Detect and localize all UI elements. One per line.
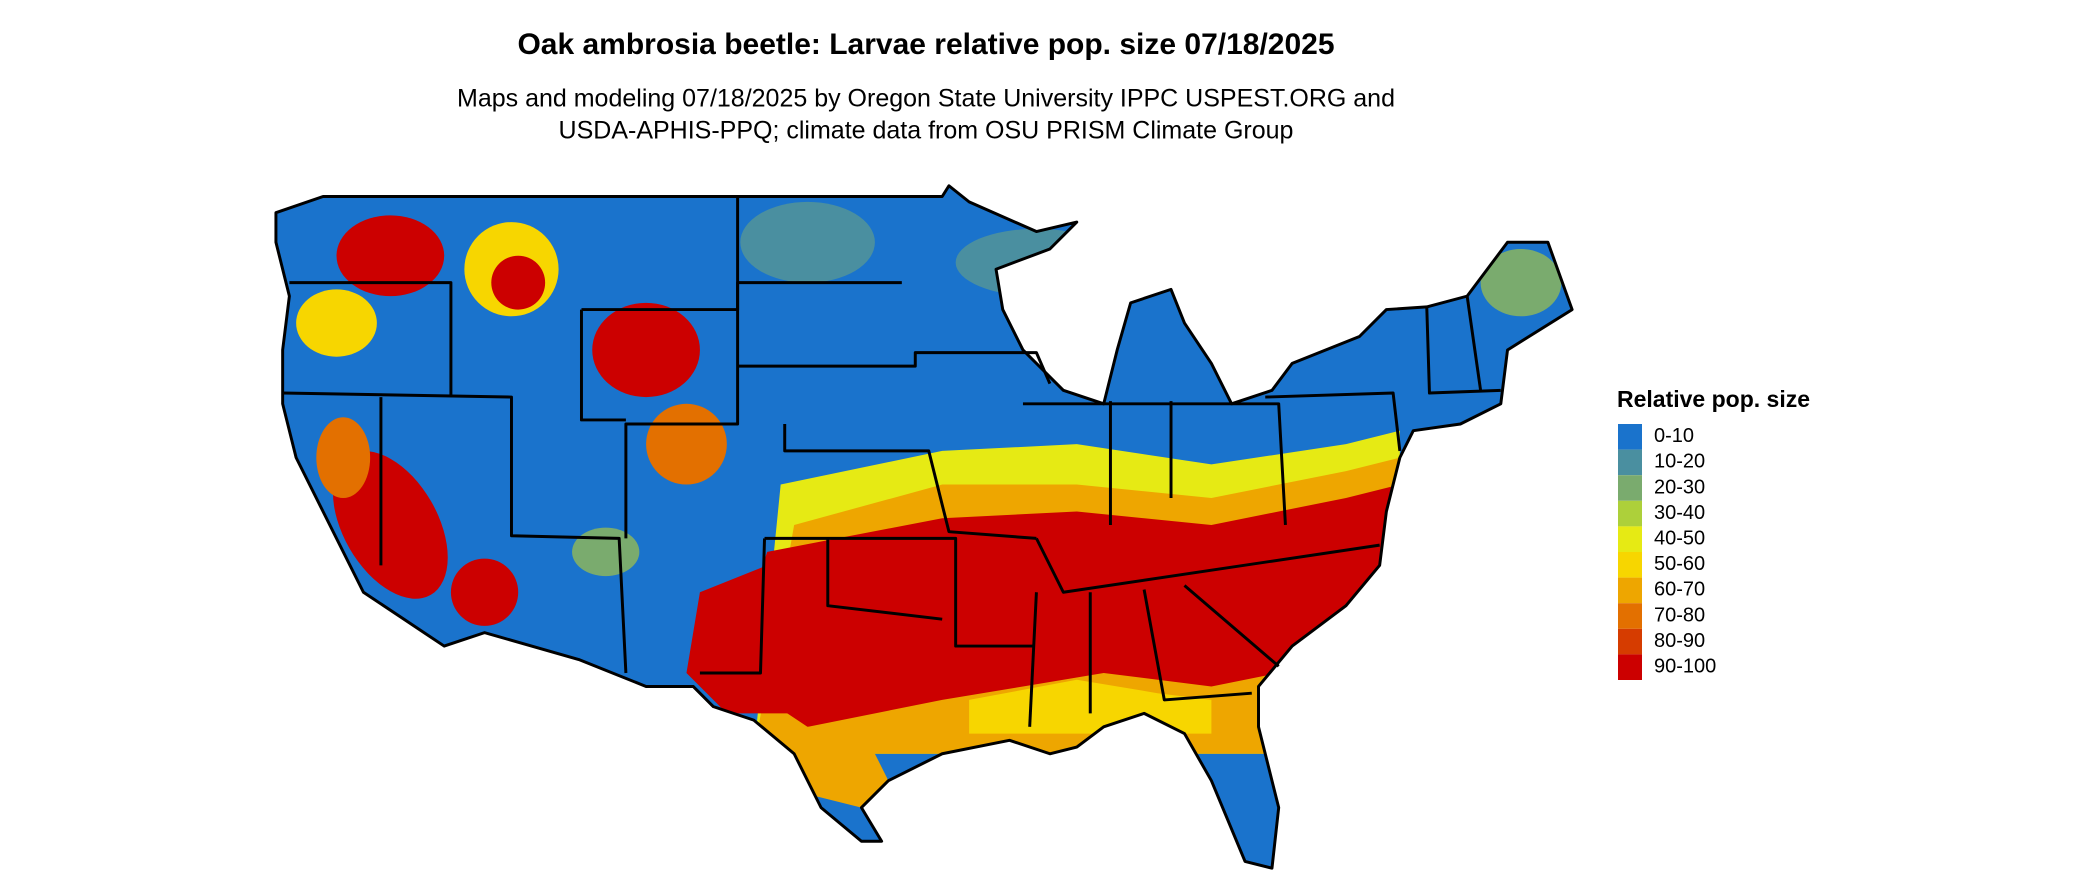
state-border [699,538,767,675]
map-region [1480,249,1562,317]
legend-label: 80-90 [1654,630,1705,652]
state-border [1465,295,1483,391]
state-border [581,281,902,312]
legend-swatch [1618,526,1642,552]
legend-swatch [1618,577,1642,604]
state-border [1425,306,1501,395]
map-region [296,289,377,357]
legend-label: 70-80 [1654,604,1705,626]
map-title: Oak ambrosia beetle: Larvae relative pop… [517,28,1334,61]
state-border [764,536,1034,648]
map-region [450,558,519,626]
legend-swatch [1618,603,1642,629]
legend-label: 0-10 [1654,425,1694,447]
map-subtitle: USDA-APHIS-PPQ; climate data from OSU PR… [559,117,1294,145]
legend-swatch [1618,654,1642,680]
map-region [336,215,445,297]
state-borders [274,184,1574,870]
legend-label: 10-20 [1654,451,1705,473]
legend-label: 50-60 [1654,553,1705,575]
legend-label: 90-100 [1654,655,1716,677]
legend-label: 30-40 [1654,502,1705,524]
legend-swatch [1618,500,1642,527]
map-subtitle: Maps and modeling 07/18/2025 by Oregon S… [457,85,1395,113]
state-border [579,309,626,422]
map-fill [275,185,1573,869]
map-region [572,527,640,577]
map-region [955,228,1118,297]
state-border [1183,584,1280,668]
legend-swatch [1618,628,1642,655]
state-border [737,351,1052,385]
state-border [289,281,453,398]
state-border [282,391,628,674]
map [274,184,1574,870]
state-border [1028,592,1038,727]
map-region [491,255,546,310]
legend-swatch [1618,552,1642,578]
state-border [1142,589,1252,702]
legend-swatch [1618,475,1642,501]
state-border [1035,537,1380,594]
state-border [783,423,1037,540]
map-region [726,484,1400,727]
state-border [826,538,943,621]
legend-title: Relative pop. size [1617,386,1810,412]
map-region [646,403,727,485]
legend-swatch [1618,424,1642,450]
map-region [592,302,700,398]
state-border [1022,402,1287,526]
legend-label: 60-70 [1654,579,1705,601]
legend: 0-10 10-20 20-30 30-40 40-50 50-60 60-70 70-80 8… [1618,424,1716,680]
map-region [332,451,448,599]
legend-label: 40-50 [1654,527,1705,549]
legend-swatch [1618,449,1642,476]
map-region [316,417,371,499]
state-border [1265,391,1402,452]
legend-label: 20-30 [1654,476,1705,498]
map-region [740,201,875,283]
